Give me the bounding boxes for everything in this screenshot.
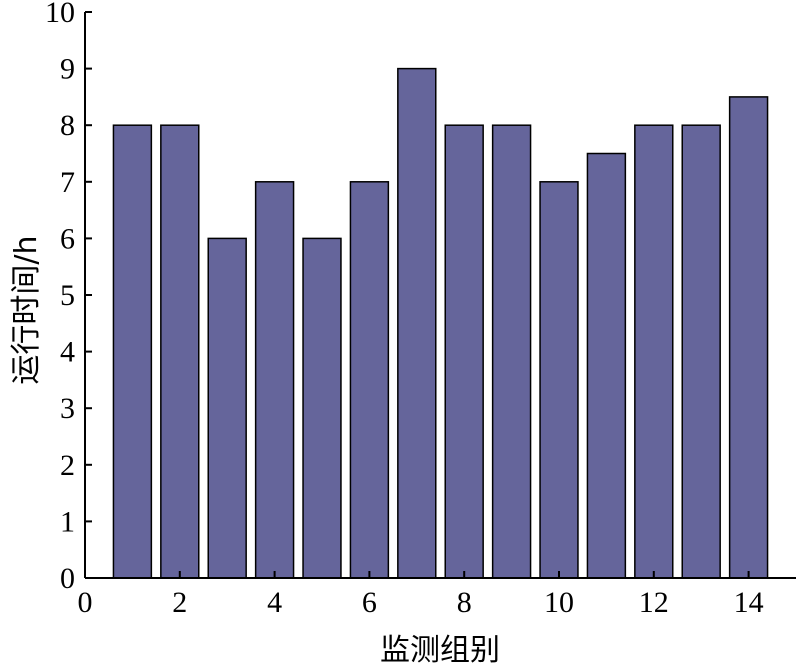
y-tick-label: 6 <box>60 222 75 255</box>
bar-9 <box>491 124 532 579</box>
bar-5 <box>302 237 342 579</box>
y-tick-label: 2 <box>60 449 75 482</box>
x-tick-label: 12 <box>639 586 669 619</box>
bar-4 <box>254 181 295 579</box>
y-tick-label: 4 <box>60 336 75 369</box>
x-tick-label: 0 <box>78 586 93 619</box>
x-tick-label: 10 <box>544 586 574 619</box>
y-tick-label: 5 <box>60 279 75 312</box>
bar-13 <box>681 124 721 579</box>
x-tick-label: 2 <box>172 586 187 619</box>
y-tick-label: 9 <box>60 53 75 86</box>
bar-2 <box>160 124 200 579</box>
y-tick-label: 8 <box>60 109 75 142</box>
y-tick-label: 10 <box>45 0 75 29</box>
bar-3 <box>207 237 247 579</box>
bars <box>112 67 769 579</box>
bar-14 <box>728 96 769 579</box>
x-tick-label: 8 <box>457 586 472 619</box>
bar-6 <box>349 181 390 579</box>
x-tick-label: 14 <box>734 586 764 619</box>
bar-7 <box>397 67 437 579</box>
x-ticks: 0 2 4 6 8 10 12 14 <box>78 571 764 619</box>
y-tick-label: 0 <box>60 562 75 595</box>
bar-12 <box>634 124 674 579</box>
bar-1 <box>112 124 153 579</box>
x-tick-label: 6 <box>362 586 377 619</box>
bar-10 <box>539 181 579 579</box>
x-tick-label: 4 <box>267 586 282 619</box>
y-axis-title: 运行时间/h <box>9 235 44 384</box>
y-tick-label: 1 <box>60 505 75 538</box>
bar-8 <box>444 124 484 579</box>
bar-11 <box>586 152 627 579</box>
y-ticks: 0 1 2 3 4 5 6 7 8 9 10 <box>45 0 92 595</box>
y-tick-label: 7 <box>60 166 75 199</box>
y-tick-label: 3 <box>60 392 75 425</box>
x-axis-title: 监测组别 <box>380 633 500 666</box>
